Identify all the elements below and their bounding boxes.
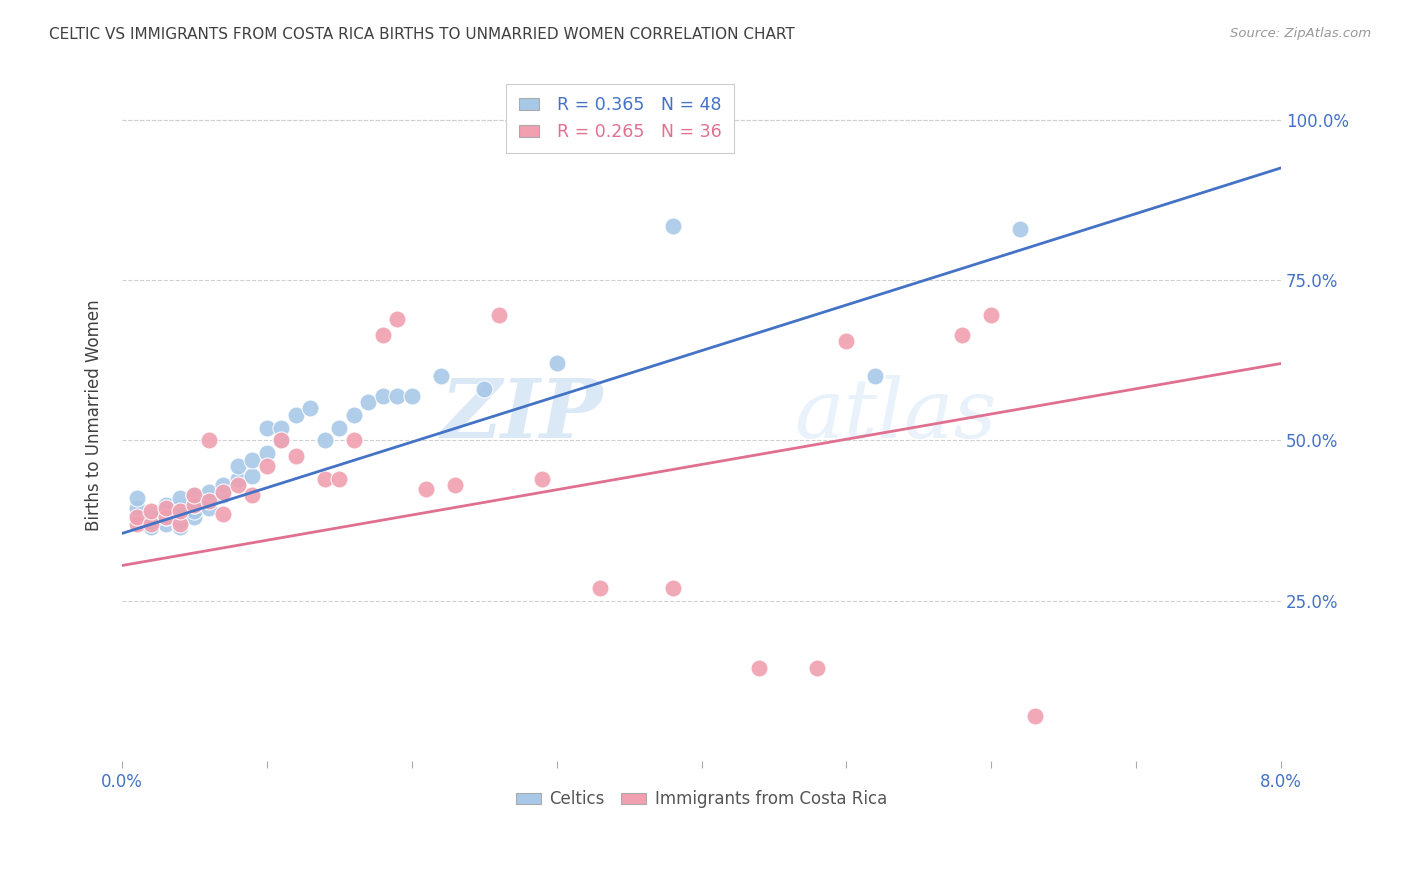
Point	[806, 661, 828, 675]
Point	[169, 500, 191, 515]
Point	[155, 510, 177, 524]
Point	[139, 514, 162, 528]
Point	[865, 369, 887, 384]
Point	[139, 520, 162, 534]
Point	[661, 581, 683, 595]
Point	[1010, 222, 1032, 236]
Point	[531, 472, 554, 486]
Point	[343, 434, 366, 448]
Point	[242, 452, 264, 467]
Point	[343, 408, 366, 422]
Point	[169, 516, 191, 531]
Text: CELTIC VS IMMIGRANTS FROM COSTA RICA BIRTHS TO UNMARRIED WOMEN CORRELATION CHART: CELTIC VS IMMIGRANTS FROM COSTA RICA BIR…	[49, 27, 794, 42]
Point	[401, 388, 423, 402]
Text: atlas: atlas	[794, 375, 997, 455]
Point	[835, 334, 858, 348]
Point	[284, 450, 307, 464]
Point	[256, 446, 278, 460]
Legend: Celtics, Immigrants from Costa Rica: Celtics, Immigrants from Costa Rica	[509, 784, 894, 815]
Point	[387, 311, 409, 326]
Point	[415, 482, 437, 496]
Point	[328, 472, 350, 486]
Point	[226, 478, 249, 492]
Point	[270, 434, 292, 448]
Point	[125, 507, 148, 521]
Point	[1024, 709, 1046, 723]
Point	[226, 459, 249, 474]
Point	[429, 369, 451, 384]
Point	[242, 488, 264, 502]
Point	[212, 507, 235, 521]
Point	[139, 504, 162, 518]
Point	[371, 388, 394, 402]
Point	[169, 520, 191, 534]
Point	[139, 507, 162, 521]
Point	[183, 498, 205, 512]
Point	[183, 510, 205, 524]
Point	[546, 357, 568, 371]
Point	[183, 488, 205, 502]
Point	[212, 478, 235, 492]
Point	[472, 382, 495, 396]
Point	[125, 491, 148, 505]
Point	[444, 478, 467, 492]
Point	[139, 510, 162, 524]
Point	[125, 510, 148, 524]
Point	[169, 491, 191, 505]
Point	[155, 500, 177, 515]
Point	[198, 491, 221, 505]
Point	[256, 459, 278, 474]
Point	[183, 504, 205, 518]
Point	[314, 434, 336, 448]
Point	[212, 488, 235, 502]
Point	[357, 395, 380, 409]
Point	[169, 514, 191, 528]
Point	[242, 468, 264, 483]
Text: ZIP: ZIP	[440, 375, 603, 455]
Text: Source: ZipAtlas.com: Source: ZipAtlas.com	[1230, 27, 1371, 40]
Point	[169, 507, 191, 521]
Y-axis label: Births to Unmarried Women: Births to Unmarried Women	[86, 299, 103, 531]
Point	[139, 516, 162, 531]
Point	[198, 494, 221, 508]
Point	[589, 581, 612, 595]
Point	[226, 472, 249, 486]
Point	[155, 516, 177, 531]
Point	[748, 661, 770, 675]
Point	[212, 484, 235, 499]
Point	[169, 504, 191, 518]
Point	[371, 327, 394, 342]
Point	[155, 498, 177, 512]
Point	[183, 498, 205, 512]
Point	[125, 516, 148, 531]
Point	[183, 488, 205, 502]
Point	[299, 401, 322, 416]
Point	[270, 434, 292, 448]
Point	[980, 309, 1002, 323]
Point	[155, 504, 177, 518]
Point	[155, 510, 177, 524]
Point	[198, 434, 221, 448]
Point	[198, 500, 221, 515]
Point	[488, 309, 510, 323]
Point	[661, 219, 683, 233]
Point	[387, 388, 409, 402]
Point	[125, 500, 148, 515]
Point	[198, 484, 221, 499]
Point	[270, 420, 292, 434]
Point	[284, 408, 307, 422]
Point	[256, 420, 278, 434]
Point	[314, 472, 336, 486]
Point	[328, 420, 350, 434]
Point	[950, 327, 973, 342]
